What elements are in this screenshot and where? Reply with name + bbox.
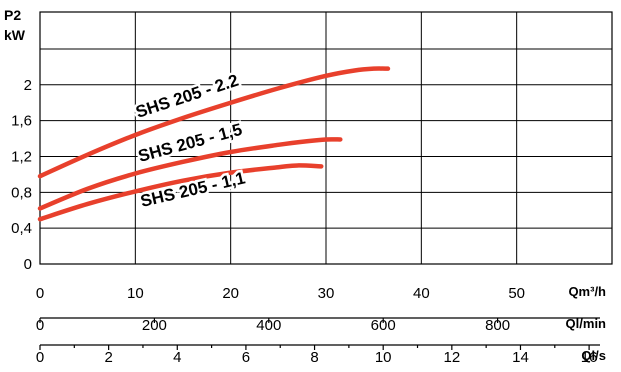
x-tick-label: 14 [512, 349, 529, 366]
x-tick-label: 50 [508, 285, 525, 302]
x-axis-unit-label: Qm³/h [568, 284, 606, 299]
x-tick-label: 0 [36, 349, 44, 366]
y-tick-label: 0,8 [11, 184, 32, 201]
x-tick-label: 8 [310, 349, 318, 366]
axis-layer [39, 317, 600, 350]
x-tick-label: 800 [485, 317, 510, 334]
grid-layer [39, 11, 613, 265]
curve-line [37, 137, 343, 211]
y-axis-label: kW [4, 27, 26, 43]
x-tick-label: 10 [375, 349, 392, 366]
y-tick-label: 1,2 [11, 148, 32, 165]
x-tick-label: 200 [142, 317, 167, 334]
x-tick-label: 10 [127, 285, 144, 302]
x-tick-label: 6 [242, 349, 250, 366]
x-tick-label: 40 [413, 285, 430, 302]
x-tick-label: 2 [104, 349, 112, 366]
y-axis-label: P2 [4, 7, 21, 23]
x-tick-label: 16 [581, 349, 598, 366]
x-tick-label: 30 [318, 285, 335, 302]
x-axis-unit-label: Ql/s [581, 348, 606, 363]
curve-line [37, 66, 391, 179]
x-tick-label: 4 [173, 349, 181, 366]
curve-line [37, 163, 324, 222]
y-tick-label: 0 [24, 256, 32, 273]
y-tick-label: 1,6 [11, 113, 32, 130]
curve-label: SHS 205 - 2.2 [133, 71, 240, 122]
x-tick-label: 600 [371, 317, 396, 334]
x-axis-unit-label: Ql/min [566, 316, 607, 331]
y-tick-label: 0,4 [11, 220, 32, 237]
x-tick-label: 12 [443, 349, 460, 366]
x-tick-label: 0 [36, 317, 44, 334]
x-tick-label: 400 [256, 317, 281, 334]
x-tick-label: 20 [222, 285, 239, 302]
y-tick-label: 2 [24, 77, 32, 94]
x-tick-label: 0 [36, 285, 44, 302]
curve-layer [37, 66, 391, 222]
